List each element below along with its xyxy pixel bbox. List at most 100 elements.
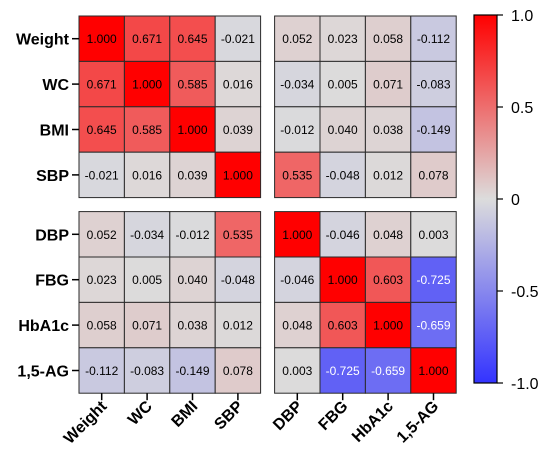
- colorbar-gradient: [473, 14, 498, 384]
- heatmap-cell: [169, 301, 216, 349]
- heatmap-cell-value: 0.078: [223, 364, 253, 378]
- heatmap-cell: [214, 15, 262, 62]
- heatmap-cell: [123, 15, 171, 62]
- colorbar: 1.0 0.5 0 -0.5 -1.0: [473, 8, 539, 393]
- heatmap-cell-value: 0.058: [373, 32, 403, 46]
- heatmap-cell-value: 0.012: [373, 168, 403, 182]
- row-label: BMI: [40, 123, 69, 140]
- row-label: WC: [42, 77, 69, 94]
- heatmap-cell: [410, 347, 457, 394]
- column-label: HbA1c: [349, 398, 397, 446]
- heatmap-cell-value: 0.052: [282, 32, 312, 46]
- heatmap-cell: [410, 256, 457, 303]
- heatmap-cell-value: 0.058: [87, 319, 117, 333]
- heatmap-cell: [123, 301, 171, 349]
- heatmap-cell: [364, 151, 412, 199]
- heatmap-cell-value: 1.000: [328, 273, 358, 287]
- heatmap-cell-value: -0.083: [130, 364, 164, 378]
- heatmap-cell-value: 0.016: [132, 168, 162, 182]
- heatmap-cell-value: -0.659: [416, 319, 450, 333]
- heatmap-cell-value: 0.040: [177, 273, 207, 287]
- heatmap-cell-value: 0.052: [87, 228, 117, 242]
- heatmap-cell-value: 1.000: [418, 364, 448, 378]
- heatmap-cell-value: 0.039: [223, 123, 253, 137]
- heatmap-cell: [169, 256, 216, 303]
- heatmap-cell: [214, 256, 262, 303]
- heatmap-cell: [214, 60, 262, 108]
- heatmap-cell: [410, 60, 457, 108]
- heatmap-cell-value: 0.003: [282, 364, 312, 378]
- heatmap-cell: [78, 301, 125, 349]
- row-labels: Weight WC BMI SBP DBP FBG HbA1c 1,5-AG: [16, 32, 79, 381]
- heatmap-cell-value: 1.000: [223, 168, 253, 182]
- heatmap-cell: [410, 15, 457, 62]
- heatmap-cell-value: -0.034: [280, 78, 314, 92]
- heatmap-cell-value: 0.585: [132, 123, 162, 137]
- heatmap-cell: [169, 151, 216, 199]
- heatmap-cell-value: 0.671: [132, 32, 162, 46]
- heatmap-cell-value: -0.021: [85, 168, 119, 182]
- heatmap-cell-value: -0.725: [416, 273, 450, 287]
- column-label: FBG: [316, 398, 352, 434]
- colorbar-tick-label: 0: [511, 192, 520, 209]
- heatmap-cell-value: 0.603: [328, 319, 358, 333]
- heatmap-cell: [214, 301, 262, 349]
- heatmap-cell: [364, 256, 412, 303]
- heatmap-cell: [214, 106, 262, 153]
- column-label: WC: [125, 398, 156, 429]
- heatmap-cell-value: 0.071: [132, 319, 162, 333]
- heatmap-cell-value: -0.021: [221, 32, 255, 46]
- row-label: 1,5-AG: [17, 364, 69, 381]
- heatmap-cell-value: 0.039: [177, 168, 207, 182]
- heatmap-cell-value: -0.012: [175, 228, 209, 242]
- heatmap-cell: [169, 106, 216, 153]
- heatmap-cell: [410, 301, 457, 349]
- heatmap-cell-value: 0.016: [223, 78, 253, 92]
- heatmap-cell-value: 0.671: [87, 78, 117, 92]
- heatmap-cell: [319, 347, 366, 394]
- heatmap-cell-value: 0.005: [328, 78, 358, 92]
- row-label: Weight: [16, 32, 70, 49]
- heatmap-cell: [274, 301, 321, 349]
- heatmap-cell: [123, 60, 171, 108]
- heatmap-cell: [410, 151, 457, 199]
- heatmap-cell: [214, 347, 262, 394]
- heatmap-cell: [319, 60, 366, 108]
- heatmap-cell-value: 0.071: [373, 78, 403, 92]
- row-label: FBG: [35, 273, 69, 290]
- heatmap-cell-value: 0.535: [223, 228, 253, 242]
- heatmap-cell-value: 0.038: [373, 123, 403, 137]
- heatmap-cell: [123, 106, 171, 153]
- heatmap-cell-value: -0.149: [175, 364, 209, 378]
- heatmap-cell: [364, 301, 412, 349]
- row-label: SBP: [36, 168, 69, 185]
- heatmap-cell-value: -0.046: [326, 228, 360, 242]
- heatmap-cell: [78, 15, 125, 62]
- heatmap-cell-value: -0.112: [417, 32, 450, 46]
- heatmap-cell-value: -0.112: [85, 364, 118, 378]
- heatmap-cell: [319, 301, 366, 349]
- heatmap-cell-value: 0.040: [328, 123, 358, 137]
- column-label: BMI: [169, 398, 202, 431]
- heatmap-cell-value: 1.000: [87, 32, 117, 46]
- heatmap-cell: [410, 106, 457, 153]
- heatmap-cell-value: 0.038: [177, 319, 207, 333]
- column-label: DBP: [270, 398, 306, 434]
- heatmap-cell-value: -0.048: [221, 273, 255, 287]
- column-label: Weight: [61, 398, 111, 448]
- heatmap-cell: [364, 211, 412, 258]
- heatmap-cell-value: 1.000: [282, 228, 312, 242]
- column-label: 1,5-AG: [394, 398, 442, 446]
- heatmap-cell: [274, 211, 321, 258]
- colorbar-tick-label: -1.0: [511, 376, 539, 393]
- heatmap-cell: [274, 347, 321, 394]
- heatmap-cell-value: 0.005: [132, 273, 162, 287]
- heatmap-cell-value: -0.034: [130, 228, 164, 242]
- heatmap-cell-value: 0.645: [87, 123, 117, 137]
- heatmap-cell: [274, 256, 321, 303]
- heatmap-cell-value: 1.000: [132, 78, 162, 92]
- heatmap-cell: [214, 151, 262, 199]
- heatmap-cell: [214, 211, 262, 258]
- heatmap-cell-value: 0.585: [177, 78, 207, 92]
